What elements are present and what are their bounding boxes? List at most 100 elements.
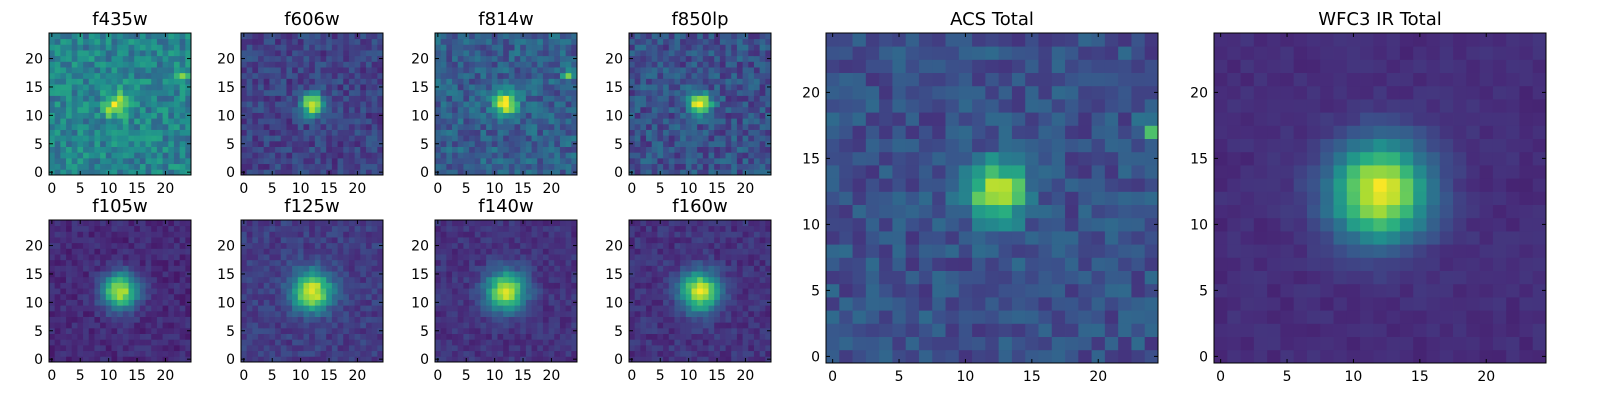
heatmap-cell xyxy=(634,288,641,295)
heatmap-cell xyxy=(122,140,129,147)
heatmap-cell xyxy=(331,310,338,317)
heatmap-cell xyxy=(309,276,316,283)
heatmap-cell xyxy=(246,327,253,334)
heatmap-cell xyxy=(326,157,333,165)
heatmap-cell xyxy=(525,163,532,170)
heatmap-cell xyxy=(542,157,549,165)
heatmap-cell xyxy=(520,106,527,113)
heatmap-cell xyxy=(162,129,169,136)
heatmap-cell xyxy=(469,44,476,51)
heatmap-cell xyxy=(731,152,738,159)
y-tick-label: 0 xyxy=(420,165,429,181)
heatmap-cell xyxy=(280,61,287,68)
y-tick-label: 20 xyxy=(411,52,429,68)
heatmap-cell xyxy=(719,310,726,317)
heatmap-cell xyxy=(725,327,732,334)
heatmap-cell xyxy=(640,106,647,113)
heatmap-cell xyxy=(542,123,549,130)
heatmap-cell xyxy=(708,322,715,329)
heatmap-cell xyxy=(497,163,504,170)
heatmap-cell xyxy=(680,322,687,329)
heatmap-cell xyxy=(286,89,293,96)
heatmap-cell xyxy=(360,293,367,300)
heatmap-cell xyxy=(134,322,141,329)
heatmap-cell xyxy=(60,327,67,334)
heatmap-cell xyxy=(440,44,447,51)
heatmap-cell xyxy=(54,61,61,68)
heatmap-cell xyxy=(554,95,561,102)
heatmap-cell xyxy=(145,146,152,153)
heatmap-cell xyxy=(457,129,464,136)
y-tick-label: 10 xyxy=(25,295,43,311)
heatmap-cell xyxy=(320,322,327,329)
heatmap-cell xyxy=(559,327,567,334)
heatmap-cell xyxy=(508,95,515,102)
heatmap-cell xyxy=(292,146,299,153)
heatmap-cell xyxy=(446,135,453,142)
heatmap-cell xyxy=(725,276,732,283)
heatmap-cell xyxy=(275,259,282,266)
heatmap-cell xyxy=(514,259,521,266)
heatmap-cell xyxy=(719,293,726,300)
heatmap-cell xyxy=(508,237,515,244)
heatmap-cell xyxy=(88,305,95,312)
heatmap-cell xyxy=(252,89,259,96)
heatmap-cell xyxy=(554,78,561,85)
heatmap-cell xyxy=(83,135,90,142)
heatmap-cell xyxy=(354,293,361,300)
heatmap-cell xyxy=(105,163,112,170)
heatmap-cell xyxy=(354,38,361,45)
heatmap-cell xyxy=(463,265,470,272)
heatmap-cell xyxy=(314,288,321,295)
heatmap-cell xyxy=(314,242,321,249)
heatmap-cell xyxy=(60,152,67,159)
heatmap-cell xyxy=(548,271,555,278)
heatmap-cell xyxy=(663,38,670,45)
heatmap-cell xyxy=(531,67,538,74)
heatmap-cell xyxy=(452,61,459,68)
heatmap-cell xyxy=(134,140,141,147)
heatmap-cell xyxy=(452,339,459,346)
heatmap-cell xyxy=(151,157,158,165)
heatmap-cell xyxy=(559,293,567,300)
heatmap-cell xyxy=(554,259,561,266)
heatmap-cell xyxy=(162,288,169,295)
heatmap-cell xyxy=(571,135,578,142)
heatmap-cell xyxy=(128,169,135,176)
heatmap-cell xyxy=(269,163,276,170)
heatmap-cell xyxy=(674,38,681,45)
heatmap-cell xyxy=(742,72,749,79)
heatmap-cell xyxy=(49,333,56,340)
heatmap-cell xyxy=(571,95,578,102)
heatmap-cell xyxy=(491,44,498,51)
heatmap-cell xyxy=(486,293,493,300)
heatmap-cell xyxy=(151,344,158,352)
heatmap-cell xyxy=(128,305,135,312)
heatmap-cell xyxy=(252,242,259,249)
heatmap-cell xyxy=(54,157,61,165)
heatmap-cell xyxy=(173,288,181,295)
heatmap-cell xyxy=(185,135,192,142)
heatmap-cell xyxy=(674,293,681,300)
heatmap-cell xyxy=(491,282,498,289)
heatmap-cell xyxy=(309,140,316,147)
heatmap-cell xyxy=(162,259,169,266)
heatmap-cell xyxy=(139,288,146,295)
heatmap-cell xyxy=(759,123,766,130)
heatmap-cell xyxy=(685,310,692,317)
heatmap-cell xyxy=(629,118,636,125)
heatmap-cell xyxy=(440,282,447,289)
heatmap-cell xyxy=(309,220,316,227)
heatmap-cell xyxy=(105,61,112,68)
heatmap-cell xyxy=(469,288,476,295)
heatmap-cell xyxy=(100,344,107,352)
heatmap-cell xyxy=(452,254,459,261)
heatmap-cell xyxy=(503,220,510,227)
heatmap-cell xyxy=(297,299,304,306)
heatmap-cell xyxy=(514,316,521,323)
heatmap-cell xyxy=(508,316,515,323)
heatmap-cell xyxy=(365,89,373,96)
heatmap-cell xyxy=(111,305,118,312)
heatmap-cell xyxy=(371,129,378,136)
heatmap-cell xyxy=(474,112,481,119)
